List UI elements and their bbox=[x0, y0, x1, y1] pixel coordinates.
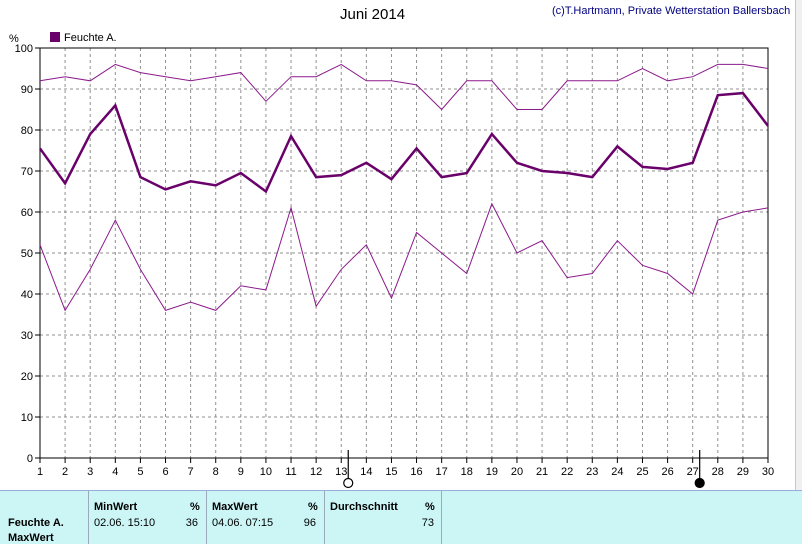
avg-unit: % bbox=[425, 501, 435, 513]
chart-grid bbox=[40, 48, 768, 458]
stats-avg-column: Durchschnitt % 73 bbox=[324, 491, 442, 544]
x-tick-label: 16 bbox=[410, 466, 422, 478]
x-tick-label: 19 bbox=[486, 466, 498, 478]
y-tick-label: 30 bbox=[21, 330, 33, 342]
min-time: 02.06. 15:10 bbox=[94, 517, 156, 529]
max-time: 04.06. 07:15 bbox=[212, 517, 274, 529]
y-tick-label: 20 bbox=[21, 371, 33, 383]
legend-label: Feuchte A. bbox=[64, 32, 117, 44]
y-tick-label: 70 bbox=[21, 166, 33, 178]
avg-header: Durchschnitt bbox=[330, 501, 398, 513]
y-unit-label: % bbox=[9, 33, 19, 45]
x-tick-label: 6 bbox=[162, 466, 168, 478]
y-tick-label: 80 bbox=[21, 125, 33, 137]
series-line-avg bbox=[38, 91, 769, 194]
x-tick-label: 1 bbox=[37, 466, 43, 478]
x-tick-label: 28 bbox=[712, 466, 724, 478]
series-line-max bbox=[39, 63, 769, 111]
x-tick-label: 13 bbox=[335, 466, 347, 478]
legend-swatch bbox=[50, 32, 60, 42]
series-line-min bbox=[39, 202, 769, 312]
y-tick-label: 60 bbox=[21, 207, 33, 219]
x-tick-label: 4 bbox=[112, 466, 118, 478]
stats-panel: Feuchte A. MaxWert MinWert % 02.06. 15:1… bbox=[0, 490, 802, 544]
x-tick-label: 17 bbox=[436, 466, 448, 478]
x-tick-label: 5 bbox=[137, 466, 143, 478]
x-tick-label: 10 bbox=[260, 466, 272, 478]
credit-text: (c)T.Hartmann, Private Wetterstation Bal… bbox=[552, 5, 791, 17]
y-tick-label: 50 bbox=[21, 248, 33, 260]
x-tick-label: 20 bbox=[511, 466, 523, 478]
x-tick-label: 7 bbox=[188, 466, 194, 478]
chart-markers bbox=[343, 450, 705, 489]
min-value: 36 bbox=[185, 517, 198, 529]
x-tick-label: 22 bbox=[561, 466, 573, 478]
x-tick-label: 27 bbox=[687, 466, 699, 478]
x-tick-label: 24 bbox=[611, 466, 623, 478]
x-tick-label: 15 bbox=[385, 466, 397, 478]
min-header: MinWert bbox=[94, 501, 138, 513]
x-tick-label: 9 bbox=[238, 466, 244, 478]
x-tick-label: 3 bbox=[87, 466, 93, 478]
open-circle-marker bbox=[343, 477, 354, 489]
filled-circle-marker bbox=[694, 477, 705, 489]
x-tick-label: 29 bbox=[737, 466, 749, 478]
x-tick-label: 14 bbox=[360, 466, 372, 478]
x-tick-label: 8 bbox=[213, 466, 219, 478]
x-tick-label: 26 bbox=[661, 466, 673, 478]
x-tick-label: 18 bbox=[461, 466, 473, 478]
chart-axes bbox=[35, 47, 769, 463]
chart-title: Juni 2014 bbox=[340, 6, 406, 23]
x-tick-label: 11 bbox=[285, 466, 296, 478]
chart-series bbox=[38, 63, 769, 312]
y-tick-label: 90 bbox=[21, 84, 33, 96]
x-tick-label: 12 bbox=[310, 466, 322, 478]
plot-frame bbox=[39, 47, 769, 459]
x-tick-label: 30 bbox=[762, 466, 774, 478]
stats-min-column: MinWert % 02.06. 15:10 36 bbox=[88, 491, 207, 544]
y-tick-label: 0 bbox=[27, 453, 33, 465]
stats-row-label-2: MaxWert bbox=[8, 532, 54, 544]
x-tick-label: 25 bbox=[636, 466, 648, 478]
stats-row-label: Feuchte A. bbox=[8, 517, 64, 529]
max-value: 96 bbox=[303, 517, 316, 529]
legend: Feuchte A. bbox=[50, 32, 117, 44]
stats-label-column: Feuchte A. MaxWert bbox=[0, 491, 89, 544]
stats-max-column: MaxWert % 04.06. 07:15 96 bbox=[206, 491, 325, 544]
y-tick-label: 100 bbox=[15, 43, 33, 55]
vertical-scrollbar[interactable] bbox=[795, 0, 802, 490]
x-tick-label: 2 bbox=[62, 466, 68, 478]
y-tick-label: 10 bbox=[21, 412, 33, 424]
y-tick-label: 40 bbox=[21, 289, 33, 301]
x-tick-label: 23 bbox=[586, 466, 598, 478]
x-tick-label: 21 bbox=[536, 466, 548, 478]
max-unit: % bbox=[308, 501, 318, 513]
min-unit: % bbox=[190, 501, 200, 513]
max-header: MaxWert bbox=[212, 501, 258, 513]
avg-value: 73 bbox=[421, 517, 434, 529]
